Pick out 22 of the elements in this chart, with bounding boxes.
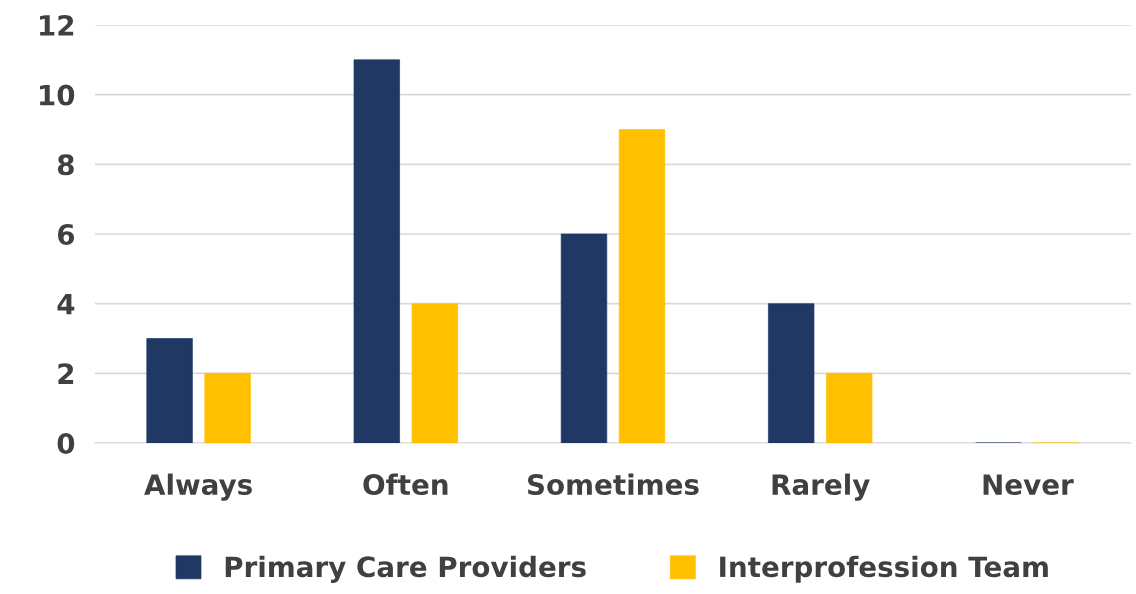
bar xyxy=(618,129,666,443)
legend-label: Primary Care Providers xyxy=(225,555,586,583)
y-tick-label: 6 xyxy=(57,223,75,245)
x-tick-label: Rarely xyxy=(772,473,870,501)
bar xyxy=(204,372,251,443)
bar xyxy=(768,303,815,443)
y-tick-label: 0 xyxy=(57,432,75,454)
bar xyxy=(146,338,193,443)
x-tick-label: Never xyxy=(983,474,1074,496)
x-tick-label: Sometimes xyxy=(528,473,699,496)
bar xyxy=(353,59,400,443)
bar xyxy=(826,372,873,443)
y-tick-label: 10 xyxy=(40,84,75,106)
y-tick-label: 2 xyxy=(58,363,74,384)
x-tick-label: Always xyxy=(144,473,252,501)
bar xyxy=(560,233,608,443)
y-tick-label: 4 xyxy=(57,293,75,315)
y-tick-label: 12 xyxy=(40,14,74,36)
y-tick-label: 8 xyxy=(57,154,74,176)
legend-label: Interprofession Team xyxy=(720,555,1048,583)
x-tick-label: Often xyxy=(363,473,448,496)
bar xyxy=(411,303,458,443)
